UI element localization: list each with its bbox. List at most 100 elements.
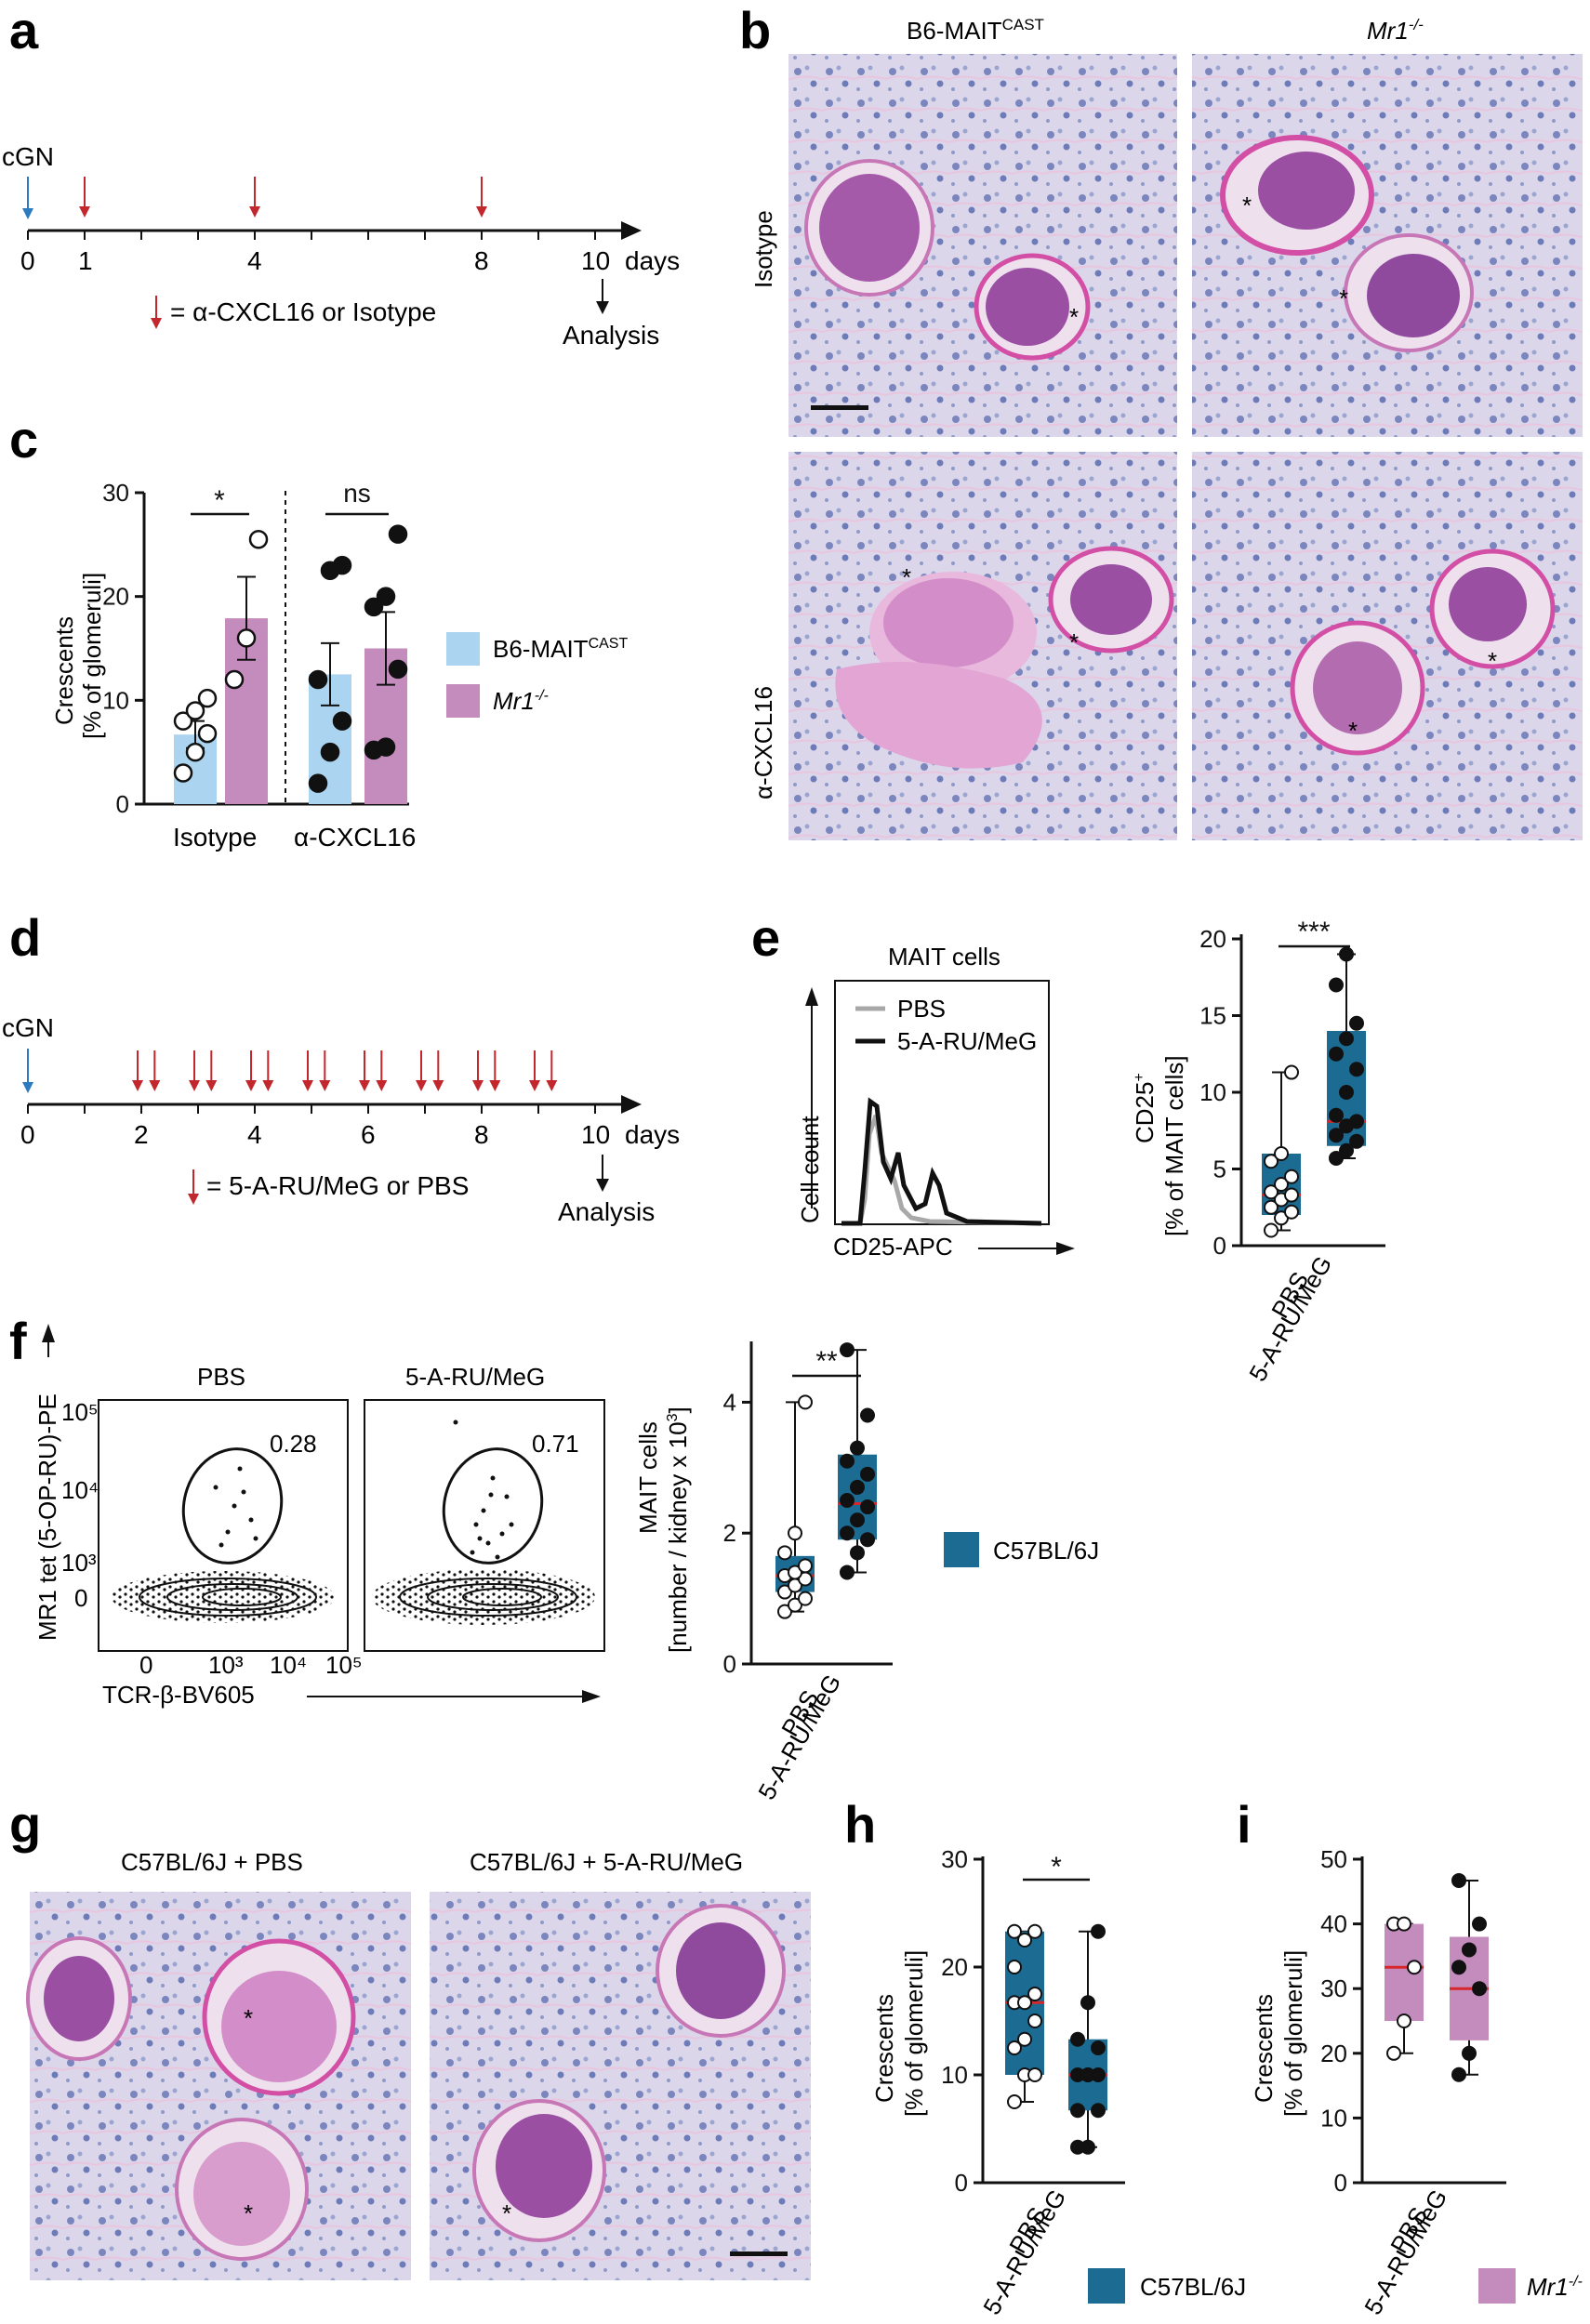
histogram-e-frame	[834, 980, 1050, 1225]
legend-h-label: C57BL/6J	[1140, 2273, 1246, 2301]
svg-text:*: *	[1069, 303, 1079, 331]
timeline-d-red-arrow-head	[149, 1080, 161, 1091]
chart-f-point	[840, 1565, 855, 1580]
timeline-d-red-arrow-head	[189, 1080, 200, 1091]
chart-e-ytick-label: 20	[1199, 925, 1226, 953]
chart-e-significance: ***	[1279, 917, 1350, 948]
chart-h-point	[1091, 2040, 1106, 2055]
legend-h: C57BL/6J	[1088, 2268, 1246, 2304]
timeline-a-ticks	[27, 231, 596, 240]
svg-text:*: *	[244, 2199, 253, 2227]
legend-c-label-b6: B6-MAITCAST	[493, 635, 628, 663]
chart-f-point	[850, 1440, 865, 1456]
chart-c-point	[308, 669, 328, 690]
chart-c-group-cxcl16: α-CXCL16	[294, 823, 416, 852]
chart-f-boxes	[775, 1342, 877, 1619]
chart-h-yticks: 0 10 20 30	[941, 1845, 983, 2197]
flow-f-xtick-1e3: 10³	[208, 1651, 244, 1679]
flow-f: PBS 5-A-RU/MeG 0.28 0.71 MR1 tet (5-OP-R…	[33, 1324, 605, 1709]
chart-h-point	[1027, 2014, 1042, 2028]
chart-e-point	[1274, 1177, 1289, 1192]
flow-f-percent-pbs: 0.28	[270, 1430, 317, 1458]
timeline-d-red-arrow-head	[319, 1080, 331, 1091]
chart-e-point	[1339, 1031, 1354, 1047]
chart-i-ytick-label: 0	[1334, 2169, 1347, 2197]
legend-f-label: C57BL/6J	[993, 1537, 1099, 1565]
timeline-d-tick-10: 10	[581, 1120, 610, 1149]
chart-h-point	[1080, 2067, 1095, 2082]
chart-c-ytick-label: 0	[116, 790, 129, 818]
timeline-d-red-arrow-head	[262, 1080, 274, 1091]
histogram-e-curve-5aru	[841, 1097, 1042, 1226]
chart-i-point	[1462, 2045, 1477, 2061]
flow-f-gate-pbs	[181, 1447, 284, 1565]
chart-i-point	[1472, 1916, 1487, 1932]
histogram-e-title: MAIT cells	[888, 943, 1000, 971]
flow-f-xtick-1e4: 10⁴	[270, 1651, 307, 1679]
chart-c-point	[224, 669, 245, 690]
chart-e-point	[1284, 1187, 1299, 1203]
histogram-e-legend-pbs: PBS	[897, 995, 946, 1023]
chart-e-ylabel-2: [% of MAIT cells]	[1160, 1055, 1188, 1236]
chart-i-point	[1451, 1960, 1466, 1975]
chart-i-point	[1386, 2045, 1401, 2061]
chart-c-significance: * ns	[191, 479, 389, 516]
chart-c: Crescents [% of glomeruli] 0 10 20 30 * ns I…	[50, 479, 416, 852]
chart-f-point	[850, 1479, 865, 1495]
chart-f-ytick-label: 4	[723, 1388, 736, 1416]
chart-c-point	[308, 773, 328, 793]
svg-text:*: *	[1242, 191, 1252, 219]
chart-i-ytick-label: 30	[1320, 1974, 1347, 2002]
panel-label-e: e	[751, 908, 780, 967]
chart-e-point	[1349, 1015, 1364, 1031]
chart-h-point	[1091, 1923, 1106, 1939]
panel-label-g: g	[9, 1795, 41, 1854]
chart-f-ylabel-1: MAIT cells	[634, 1421, 662, 1534]
timeline-d-red-arrow-head	[432, 1080, 444, 1091]
chart-e-point	[1339, 946, 1354, 962]
histology-b-image-isotype-b6: *	[788, 54, 1177, 437]
chart-i-boxes	[1385, 1872, 1489, 2082]
chart-f-point	[798, 1558, 813, 1574]
timeline-a: cGN 0 1 4 8 10 days = α-CXCL16 or Isotyp…	[2, 142, 680, 350]
chart-h-point	[1027, 1987, 1042, 2001]
chart-c-ytick-label: 30	[102, 479, 129, 507]
histology-b: B6-MAITCAST Mr1-/- Isotype α-CXCL16 * * …	[749, 16, 1583, 840]
chart-e-point	[1284, 1169, 1299, 1184]
timeline-d-tick-0: 0	[20, 1120, 35, 1149]
chart-i-yticks: 0 10 20 30 40 50	[1320, 1845, 1362, 2197]
chart-f-point	[850, 1545, 865, 1561]
chart-h-ytick-label: 30	[941, 1845, 968, 1873]
timeline-a-tick-0: 0	[20, 246, 35, 275]
chart-c-point	[185, 701, 205, 720]
chart-c-point	[364, 597, 384, 617]
chart-i-point	[1407, 1960, 1422, 1975]
chart-i-ytick-label: 40	[1320, 1910, 1347, 1938]
timeline-d-red-arrow-head	[132, 1080, 143, 1091]
svg-text:*: *	[1348, 717, 1358, 745]
chart-c-point	[332, 711, 352, 731]
timeline-a-cgn: cGN	[2, 142, 54, 171]
chart-e-point	[1284, 1204, 1299, 1220]
chart-i-ylabel-2: [% of glomeruli]	[1279, 1950, 1307, 2117]
svg-text:*: *	[1069, 628, 1079, 656]
chart-h-point	[1091, 2103, 1106, 2119]
chart-i-point	[1472, 1981, 1487, 1997]
chart-h-point	[1070, 2031, 1085, 2047]
flow-f-title-5aru: 5-A-RU/MeG	[405, 1363, 545, 1391]
legend-h-swatch	[1088, 2268, 1125, 2304]
panel-label-d: d	[9, 908, 41, 967]
histology-b-col-header-left: B6-MAITCAST	[907, 16, 1044, 45]
legend-c: B6-MAITCAST Mr1-/-	[446, 632, 628, 718]
panel-label-h: h	[844, 1795, 876, 1854]
timeline-a-blue-arrow	[22, 177, 33, 219]
chart-c-point	[173, 711, 193, 731]
chart-h-ylabel-2: [% of glomeruli]	[900, 1950, 928, 2117]
timeline-d-ticks	[27, 1104, 596, 1114]
flow-f-percent-5aru: 0.71	[532, 1430, 579, 1458]
timeline-a-legend: = α-CXCL16 or Isotype	[170, 297, 436, 326]
chart-e-point	[1329, 1128, 1344, 1143]
timeline-d-tick-4: 4	[247, 1120, 262, 1149]
chart-h-sig: *	[1051, 1852, 1062, 1882]
